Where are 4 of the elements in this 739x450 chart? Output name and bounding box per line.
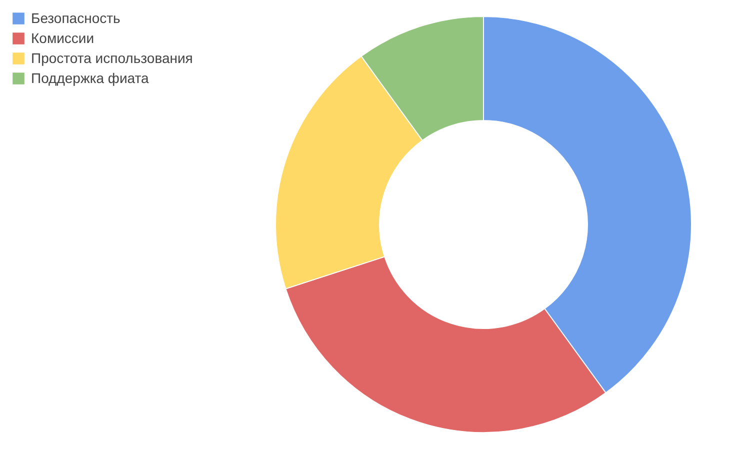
- legend-label: Простота использования: [31, 50, 193, 66]
- legend-label: Безопасность: [31, 10, 120, 26]
- legend-label: Поддержка фиата: [31, 70, 149, 86]
- legend-label: Комиссии: [31, 30, 94, 46]
